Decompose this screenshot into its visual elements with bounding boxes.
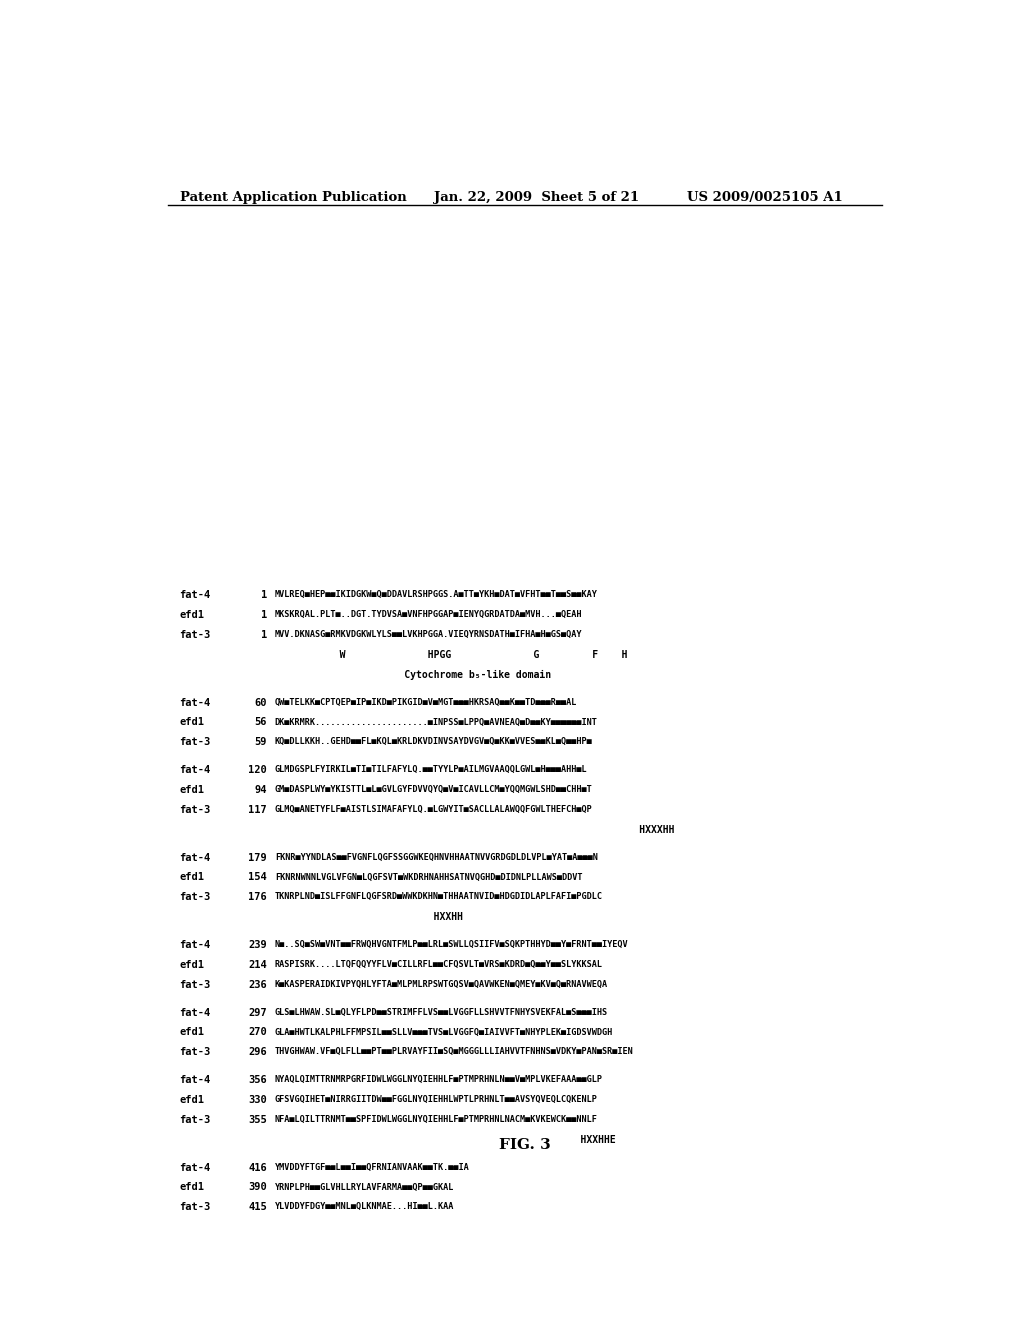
Text: QW■TELKK■CPTQEP■IP■IKD■PIKGID■V■MGT■■■HKRSAQ■■K■■TD■■■R■■AL: QW■TELKK■CPTQEP■IP■IKD■PIKGID■V■MGT■■■HK…	[274, 697, 578, 706]
Text: 416: 416	[248, 1163, 267, 1172]
Text: N■..SQ■SW■VNT■■FRWQHVGNTFMLP■■LRL■SWLLQSIIFV■SQKPTHHYD■■Y■FRNT■■IYEQV: N■..SQ■SW■VNT■■FRWQHVGNTFMLP■■LRL■SWLLQS…	[274, 940, 629, 949]
Text: fat-3: fat-3	[179, 738, 211, 747]
Text: NYAQLQIMTTRNMRPGRFIDWLWGGLNYQIEHHLF■PTMPRHNLN■■V■MPLVKEFAAA■■GLP: NYAQLQIMTTRNMRPGRFIDWLWGGLNYQIEHHLF■PTMP…	[274, 1076, 603, 1084]
Text: efd1: efd1	[179, 1027, 205, 1038]
Text: 94: 94	[254, 785, 267, 795]
Text: W              HPGG              G         F    H: W HPGG G F H	[274, 649, 628, 660]
Text: YLVDDYFDGY■■MNL■QLKNMAE...HI■■L.KAA: YLVDDYFDGY■■MNL■QLKNMAE...HI■■L.KAA	[274, 1203, 455, 1212]
Text: 239: 239	[248, 940, 267, 950]
Text: HXXXHH: HXXXHH	[274, 825, 675, 834]
Text: HXXHH: HXXHH	[274, 912, 463, 923]
Text: 176: 176	[248, 892, 267, 903]
Text: efd1: efd1	[179, 718, 205, 727]
Text: efd1: efd1	[179, 1183, 205, 1192]
Text: 117: 117	[248, 805, 267, 814]
Text: THVGHWAW.VF■QLFLL■■PT■■PLRVAYFII■SQ■MGGGLLLIAHVVTFNHNS■VDKY■PAN■SR■IEN: THVGHWAW.VF■QLFLL■■PT■■PLRVAYFII■SQ■MGGG…	[274, 1047, 634, 1056]
Text: 1: 1	[261, 610, 267, 620]
Text: MVV.DKNASG■RMKVDGKWLYLS■■LVKHPGGA.VIEQYRNSDATH■IFHA■H■GS■QAY: MVV.DKNASG■RMKVDGKWLYLS■■LVKHPGGA.VIEQYR…	[274, 630, 583, 639]
Text: FKNR■YYNDLAS■■FVGNFLQGFSSGGWKEQHNVHHAATNVVGRDGDLDLVPL■YAT■A■■■N: FKNR■YYNDLAS■■FVGNFLQGFSSGGWKEQHNVHHAATN…	[274, 853, 598, 862]
Text: efd1: efd1	[179, 610, 205, 620]
Text: 355: 355	[248, 1115, 267, 1125]
Text: FKNRNWNNLVGLVFGN■LQGFSVT■WKDRHNAHHSATNVQGHD■DIDNLPLLAWS■DDVT: FKNRNWNNLVGLVFGN■LQGFSVT■WKDRHNAHHSATNVQ…	[274, 873, 583, 882]
Text: 56: 56	[254, 718, 267, 727]
Text: 60: 60	[254, 697, 267, 708]
Text: 1: 1	[261, 630, 267, 640]
Text: fat-3: fat-3	[179, 892, 211, 903]
Text: efd1: efd1	[179, 1096, 205, 1105]
Text: 270: 270	[248, 1027, 267, 1038]
Text: FIG. 3: FIG. 3	[499, 1138, 551, 1152]
Text: US 2009/0025105 A1: US 2009/0025105 A1	[687, 191, 843, 203]
Text: fat-4: fat-4	[179, 1007, 211, 1018]
Text: fat-4: fat-4	[179, 697, 211, 708]
Text: fat-3: fat-3	[179, 630, 211, 640]
Text: HXXHHE: HXXHHE	[274, 1135, 615, 1144]
Text: DK■KRMRK......................■INPSS■LPPQ■AVNEAQ■D■■KY■■■■■■INT: DK■KRMRK......................■INPSS■LPP…	[274, 718, 598, 726]
Text: GLMDGSPLFYIRKIL■TI■TILFAFYLQ.■■TYYLP■AILMGVAAQQLGWL■H■■■AHH■L: GLMDGSPLFYIRKIL■TI■TILFAFYLQ.■■TYYLP■AIL…	[274, 766, 588, 775]
Text: GM■DASPLWY■YKISTTL■L■GVLGYFDVVQYQ■V■ICAVLLCM■YQQMGWLSHD■■CHH■T: GM■DASPLWY■YKISTTL■L■GVLGYFDVVQYQ■V■ICAV…	[274, 785, 593, 795]
Text: YMVDDYFTGF■■L■■I■■QFRNIANVAAK■■TK.■■IA: YMVDDYFTGF■■L■■I■■QFRNIANVAAK■■TK.■■IA	[274, 1163, 470, 1172]
Text: 356: 356	[248, 1076, 267, 1085]
Text: fat-4: fat-4	[179, 1076, 211, 1085]
Text: fat-4: fat-4	[179, 853, 211, 862]
Text: 390: 390	[248, 1183, 267, 1192]
Text: fat-3: fat-3	[179, 1203, 211, 1212]
Text: fat-3: fat-3	[179, 979, 211, 990]
Text: YRNPLPH■■GLVHLLRYLAVFARMA■■QP■■GKAL: YRNPLPH■■GLVHLLRYLAVFARMA■■QP■■GKAL	[274, 1183, 455, 1192]
Text: fat-4: fat-4	[179, 590, 211, 601]
Text: GLA■HWTLKALPHLFFMPSIL■■SLLV■■■TVS■LVGGFQ■IAIVVFT■NHYPLEK■IGDSVWDGH: GLA■HWTLKALPHLFFMPSIL■■SLLV■■■TVS■LVGGFQ…	[274, 1027, 613, 1036]
Text: Cytochrome b₅-like domain: Cytochrome b₅-like domain	[274, 669, 551, 680]
Text: 297: 297	[248, 1007, 267, 1018]
Text: 214: 214	[248, 960, 267, 970]
Text: fat-4: fat-4	[179, 940, 211, 950]
Text: efd1: efd1	[179, 873, 205, 883]
Text: GFSVGQIHET■NIRRGIITDW■■FGGLNYQIEHHLWPTLPRHNLT■■AVSYQVEQLCQKENLP: GFSVGQIHET■NIRRGIITDW■■FGGLNYQIEHHLWPTLP…	[274, 1096, 598, 1104]
Text: 59: 59	[254, 738, 267, 747]
Text: fat-4: fat-4	[179, 1163, 211, 1172]
Text: MVLREQ■HEP■■IKIDGKW■Q■DDAVLRSHPGGS.A■TT■YKH■DAT■VFHT■■T■■S■■KAY: MVLREQ■HEP■■IKIDGKW■Q■DDAVLRSHPGGS.A■TT■…	[274, 590, 598, 599]
Text: K■KASPERAIDKIVPYQHLYFTA■MLPMLRPSWTGQSV■QAVWKEN■QMEY■KV■Q■RNAVWEQA: K■KASPERAIDKIVPYQHLYFTA■MLPMLRPSWTGQSV■Q…	[274, 979, 608, 989]
Text: 236: 236	[248, 979, 267, 990]
Text: NFA■LQILTTRNMT■■SPFIDWLWGGLNYQIEHHLF■PTMPRHNLNACM■KVKEWCK■■NNLF: NFA■LQILTTRNMT■■SPFIDWLWGGLNYQIEHHLF■PTM…	[274, 1115, 598, 1123]
Text: RASPISRK....LTQFQQYYFLV■CILLRFL■■CFQSVLT■VRS■KDRD■Q■■Y■■SLYKKSAL: RASPISRK....LTQFQQYYFLV■CILLRFL■■CFQSVLT…	[274, 960, 603, 969]
Text: KQ■DLLKKH..GEHD■■FL■KQL■KRLDKVDINVSAYDVGV■Q■KK■VVES■■KL■Q■■HP■: KQ■DLLKKH..GEHD■■FL■KQL■KRLDKVDINVSAYDVG…	[274, 738, 593, 746]
Text: MKSKRQAL.PLT■..DGT.TYDVSA■VNFHPGGAP■IENYQGRDATDA■MVH...■QEAH: MKSKRQAL.PLT■..DGT.TYDVSA■VNFHPGGAP■IENY…	[274, 610, 583, 619]
Text: efd1: efd1	[179, 960, 205, 970]
Text: 179: 179	[248, 853, 267, 862]
Text: fat-3: fat-3	[179, 1115, 211, 1125]
Text: fat-4: fat-4	[179, 766, 211, 775]
Text: Patent Application Publication: Patent Application Publication	[179, 191, 407, 203]
Text: 415: 415	[248, 1203, 267, 1212]
Text: 154: 154	[248, 873, 267, 883]
Text: efd1: efd1	[179, 785, 205, 795]
Text: 296: 296	[248, 1047, 267, 1057]
Text: GLS■LHWAW.SL■QLYFLPD■■STRIMFFLVS■■LVGGFLLSHVVTFNHYSVEKFAL■S■■■IHS: GLS■LHWAW.SL■QLYFLPD■■STRIMFFLVS■■LVGGFL…	[274, 1007, 608, 1016]
Text: fat-3: fat-3	[179, 805, 211, 814]
Text: 330: 330	[248, 1096, 267, 1105]
Text: fat-3: fat-3	[179, 1047, 211, 1057]
Text: 1: 1	[261, 590, 267, 601]
Text: GLMQ■ANETYFLF■AISTLSIMAFAFYLQ.■LGWYIT■SACLLALAWQQFGWLTHEFCH■QP: GLMQ■ANETYFLF■AISTLSIMAFAFYLQ.■LGWYIT■SA…	[274, 805, 593, 814]
Text: 120: 120	[248, 766, 267, 775]
Text: TKNRPLND■ISLFFGNFLQGFSRD■WWKDKHN■THHAATNVID■HDGDIDLAPLFAFI■PGDLC: TKNRPLND■ISLFFGNFLQGFSRD■WWKDKHN■THHAATN…	[274, 892, 603, 902]
Text: Jan. 22, 2009  Sheet 5 of 21: Jan. 22, 2009 Sheet 5 of 21	[433, 191, 639, 203]
